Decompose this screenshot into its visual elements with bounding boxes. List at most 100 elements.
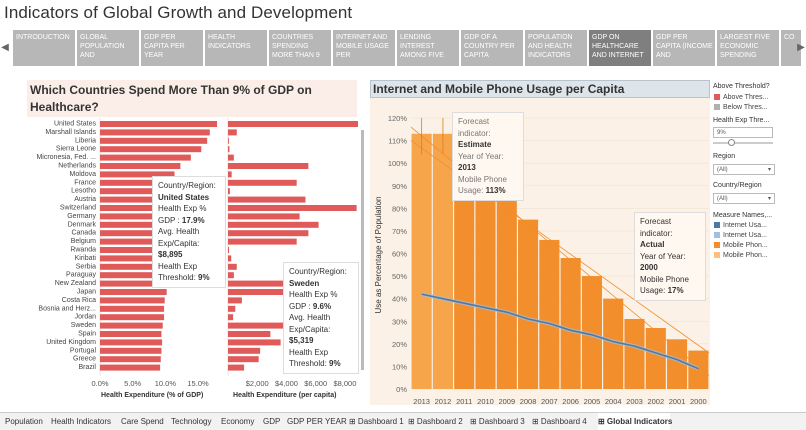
- legend-label: Above Thres...: [723, 94, 769, 101]
- story-point-tab[interactable]: GDP ON HEALTHCARE AND INTERNET: [589, 30, 651, 66]
- left-panel-title: Which Countries Spend More Than 9% of GD…: [30, 83, 312, 114]
- tooltip-gdp: 17.9%: [181, 215, 205, 225]
- tooltip-threshold: 9%: [329, 359, 341, 368]
- region-dropdown[interactable]: (All) ▾: [713, 164, 775, 175]
- legend-swatch: [714, 232, 720, 239]
- prev-arrow-icon[interactable]: ◀: [1, 42, 9, 53]
- story-point-tab[interactable]: GDP OF A COUNTRY PER CAPITA: [461, 30, 523, 66]
- tooltip-label: GDP :: [289, 301, 311, 311]
- axis2-label: Health Expenditure (per capita): [233, 392, 337, 399]
- story-point-tab[interactable]: INTERNET AND MOBILE USAGE PER: [333, 30, 395, 66]
- region-title: Region: [713, 153, 736, 160]
- legend-internet-usage-2[interactable]: Internet Usa...: [714, 232, 767, 239]
- legend-swatch: [714, 252, 720, 259]
- left-panel-header: [27, 80, 357, 117]
- story-point-tab[interactable]: GDP PER CAPITA PER YEAR: [141, 30, 203, 66]
- legend-mobile-phone-2[interactable]: Mobile Phon...: [714, 252, 768, 259]
- story-point-tab[interactable]: INTRODUCTION: [13, 30, 75, 66]
- legend-label: Below Thres...: [723, 104, 768, 111]
- tooltip-avg: $8,895: [158, 250, 183, 259]
- tooltip-label: Country/Region:: [158, 181, 216, 190]
- sheet-tab[interactable]: ⊞ Global Indicators: [598, 413, 672, 430]
- tooltip-label: Country/Region:: [289, 267, 347, 276]
- threshold-slider-handle[interactable]: [728, 139, 735, 146]
- country-dropdown[interactable]: (All) ▾: [713, 193, 775, 204]
- scrollbar: [361, 130, 364, 370]
- tooltip-united-states: Country/Region: United States Health Exp…: [152, 176, 226, 288]
- region-value: (All): [717, 167, 728, 173]
- sheet-tab[interactable]: ⊞ Dashboard 1: [349, 417, 404, 426]
- story-point-tab[interactable]: POPULATION AND HEALTH INDICATORS: [525, 30, 587, 66]
- legend-swatch: [714, 94, 720, 101]
- tooltip-country: United States: [158, 192, 210, 202]
- legend-label: Mobile Phon...: [723, 242, 768, 249]
- story-point-tab[interactable]: HEALTH INDICATORS: [205, 30, 267, 66]
- country-title: Country/Region: [713, 182, 762, 189]
- next-arrow-icon[interactable]: ▶: [797, 42, 805, 53]
- legend-label: Internet Usa...: [723, 222, 767, 229]
- right-panel-header: [370, 80, 710, 98]
- legend-swatch: [714, 242, 720, 249]
- sheet-tab[interactable]: Technology: [171, 417, 212, 426]
- tooltip-gdp: 9.6%: [312, 301, 332, 311]
- sheet-tab[interactable]: GDP: [263, 417, 281, 426]
- sheet-tab[interactable]: ⊞ Dashboard 3: [470, 417, 525, 426]
- tooltip-indicator: Actual: [640, 240, 665, 249]
- story-point-tab[interactable]: GDP PER CAPITA (INCOME AND: [653, 30, 715, 66]
- legend-below-threshold[interactable]: Below Thres...: [714, 104, 768, 111]
- legend-above-threshold[interactable]: Above Thres...: [714, 94, 768, 101]
- sheet-tab[interactable]: Population: [5, 417, 43, 426]
- legend-label: Internet Usa...: [723, 232, 767, 239]
- threshold-slider-track[interactable]: [713, 142, 773, 144]
- tooltip-label: Avg. Health Exp/Capita:: [289, 313, 331, 334]
- story-point-tab[interactable]: LENDING INTEREST AMONG FIVE: [397, 30, 459, 66]
- legend-mobile-phone-1[interactable]: Mobile Phon...: [714, 242, 768, 249]
- story-navigator: ◀ INTRODUCTION GLOBAL POPULATION AND GDP P…: [0, 30, 806, 66]
- tooltip-country: Sweden: [289, 278, 320, 288]
- health-exp-threshold-input[interactable]: 9%: [713, 127, 773, 138]
- tooltip-sweden: Country/Region: Sweden Health Exp % GDP …: [283, 262, 359, 374]
- tooltip-label: Health Exp Threshold:: [158, 261, 198, 283]
- tooltip-year: 2000: [640, 263, 658, 272]
- legend-label: Mobile Phon...: [723, 252, 768, 259]
- sheet-tab[interactable]: Care Spend: [121, 417, 164, 426]
- tooltip-label: Health Exp Threshold:: [289, 347, 329, 369]
- tooltip-threshold: 9%: [198, 273, 210, 282]
- sheet-tab[interactable]: Health Indicators: [51, 417, 112, 426]
- tooltip-year: 2013: [458, 163, 476, 172]
- sheet-tab[interactable]: GDP PER YEAR: [287, 417, 347, 426]
- forecast-tooltip-2000: Forecast indicator: Actual Year of Year:…: [634, 212, 706, 301]
- story-point-tab[interactable]: LARGEST FIVE ECONOMIC SPENDING: [717, 30, 779, 66]
- measure-names-title: Measure Names,...: [713, 212, 773, 219]
- right-panel-title: Internet and Mobile Phone Usage per Capi…: [373, 82, 625, 96]
- tooltip-label: Mobile Phone: [640, 274, 689, 284]
- tooltip-label: Avg. Health Exp/Capita:: [158, 227, 200, 248]
- tooltip-label: GDP :: [158, 215, 180, 225]
- chevron-down-icon: ▾: [767, 196, 771, 202]
- sheet-tab[interactable]: ⊞ Dashboard 2: [408, 417, 463, 426]
- dashboard-title: Indicators of Global Growth and Developm…: [4, 3, 353, 22]
- story-point-tab[interactable]: COUNTRIES SPENDING MORE THAN 9: [269, 30, 331, 66]
- tooltip-label: Year of Year:: [640, 251, 686, 261]
- legend-swatch: [714, 104, 720, 111]
- tooltip-avg: $5,319: [289, 336, 314, 345]
- above-threshold-title: Above Threshold?: [713, 83, 770, 90]
- story-point-tab[interactable]: CO: [781, 30, 801, 66]
- tooltip-label: Year of Year:: [458, 151, 504, 161]
- tooltip-label: indicator:: [458, 128, 491, 138]
- tooltip-label: Health Exp %: [158, 204, 207, 213]
- legend-internet-usage-1[interactable]: Internet Usa...: [714, 222, 767, 229]
- tooltip-value: 17%: [667, 286, 684, 295]
- sheet-tab-bar: Population Health Indicators Care Spend Tec…: [0, 412, 806, 430]
- axis1-label: Health Expenditure (% of GDP): [101, 392, 204, 399]
- story-point-tab[interactable]: GLOBAL POPULATION AND: [77, 30, 139, 66]
- tooltip-value: 113%: [485, 186, 506, 195]
- forecast-tooltip-2013: Forecast indicator: Estimate Year of Yea…: [452, 112, 524, 201]
- tooltip-label: Mobile Phone: [458, 174, 507, 184]
- legend-swatch: [714, 222, 720, 229]
- sheet-tab[interactable]: Economy: [221, 417, 255, 426]
- chevron-down-icon: ▾: [767, 167, 771, 173]
- sheet-tab[interactable]: ⊞ Dashboard 4: [532, 417, 587, 426]
- tooltip-label: Usage:: [458, 186, 484, 195]
- tooltip-label: Forecast: [640, 217, 672, 226]
